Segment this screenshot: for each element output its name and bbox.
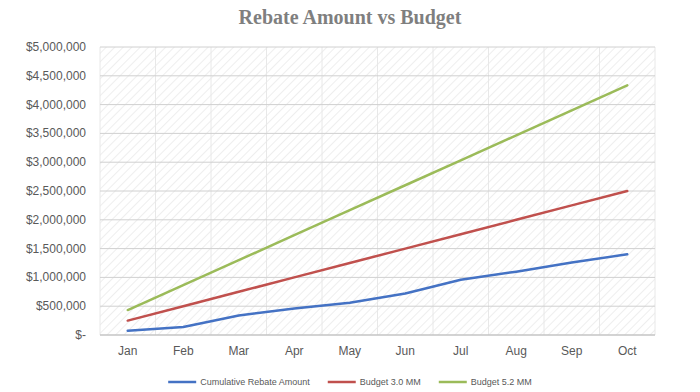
legend-swatch [328,381,356,384]
x-axis [100,335,655,336]
y-tick-label: $4,500,000 [26,69,86,83]
legend: Cumulative Rebate Amount Budget 3.0 MM Bud… [168,377,532,387]
gridline [100,191,655,192]
y-tick-label: $3,500,000 [26,126,86,140]
legend-label: Budget 3.0 MM [360,377,421,387]
legend-swatch [168,381,196,384]
x-tick-label: Feb [173,344,194,358]
y-tick-label: $2,500,000 [26,184,86,198]
gridline [100,277,655,278]
series-line [128,85,628,310]
y-tick-label: $5,000,000 [26,40,86,54]
legend-label: Cumulative Rebate Amount [200,377,310,387]
series-group [128,85,628,330]
x-tick-label: Apr [285,344,304,358]
y-tick-label: $3,000,000 [26,155,86,169]
y-tick-label: $1,000,000 [26,270,86,284]
y-tick-label: $- [75,328,86,342]
x-tick-label: Aug [506,344,527,358]
x-tick-label: Jun [396,344,415,358]
plot-area [100,47,655,335]
title: Rebate Amount vs Budget [239,6,462,29]
gridline [100,47,655,48]
legend-swatch [439,381,467,384]
gridline [100,133,655,134]
x-tick-label: Jan [118,344,137,358]
chart: Rebate Amount vs Budget $- $500,000 $1,000,… [0,0,700,392]
series-line [128,191,628,321]
x-tick-label: May [338,344,361,358]
x-tick-label: Mar [228,344,249,358]
gridline [100,162,655,163]
gridline [100,335,655,336]
gridline [100,219,655,220]
x-tick-label: Sep [561,344,583,358]
x-tick-label: Jul [453,344,468,358]
y-tick-label: $2,000,000 [26,213,86,227]
x-tick-label: Oct [618,344,637,358]
gridline [100,75,655,76]
legend-label: Budget 5.2 MM [471,377,532,387]
y-tick-label: $4,000,000 [26,98,86,112]
y-tick-label: $1,500,000 [26,242,86,256]
y-tick-label: $500,000 [36,299,86,313]
series-line [128,254,628,330]
gridline [100,104,655,105]
gridline [100,248,655,249]
